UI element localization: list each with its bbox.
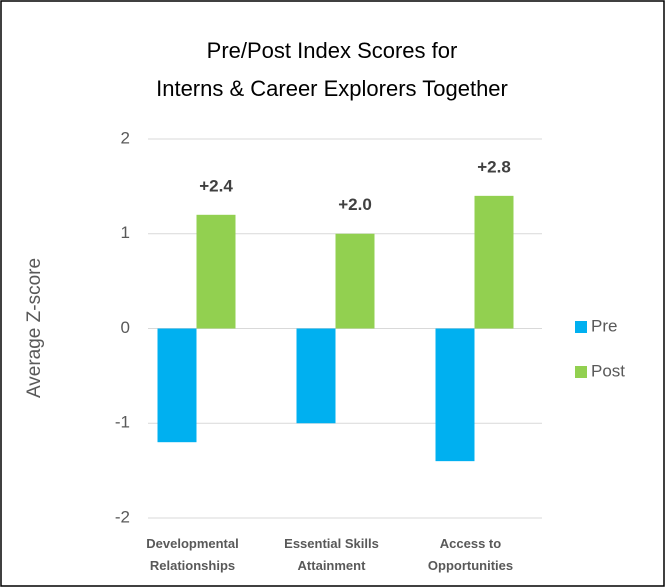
text-line: Essential Skills [284,536,379,551]
x-tick-label: Essential Skills Attainment [284,536,379,573]
chart-title: Pre/Post Index Scores for Interns & Caree… [156,38,508,101]
bar [196,214,236,329]
y-tick-label: 2 [121,128,130,147]
bar [157,328,197,443]
annotation: +2.4 [199,176,233,195]
bar [435,328,475,462]
x-tick-label: Developmental Relationships [146,536,238,573]
legend-swatch [575,321,587,333]
y-tick-label: 0 [121,318,130,337]
text-line: Opportunities [428,558,513,573]
text-line: Relationships [150,558,235,573]
x-tick-label: Access to Opportunities [428,536,513,573]
y-tick-label: -2 [115,507,130,526]
y-tick-label: -1 [115,413,130,432]
y-tick-label: 1 [121,223,130,242]
annotation: +2.8 [477,157,511,176]
annotation: +2.0 [338,195,372,214]
legend-label: Pre [591,316,617,335]
text-line: Attainment [298,558,367,573]
text-line: Pre/Post Index Scores for [207,38,458,63]
legend-swatch [575,366,587,378]
text-line: Developmental [146,536,238,551]
bar [474,195,514,329]
text-line: Access to [440,536,501,551]
y-axis-label: Average Z-score [24,258,45,398]
bar [296,328,336,424]
text-line: Interns & Career Explorers Together [156,76,508,101]
legend-label: Post [591,361,625,380]
bar [335,233,375,329]
